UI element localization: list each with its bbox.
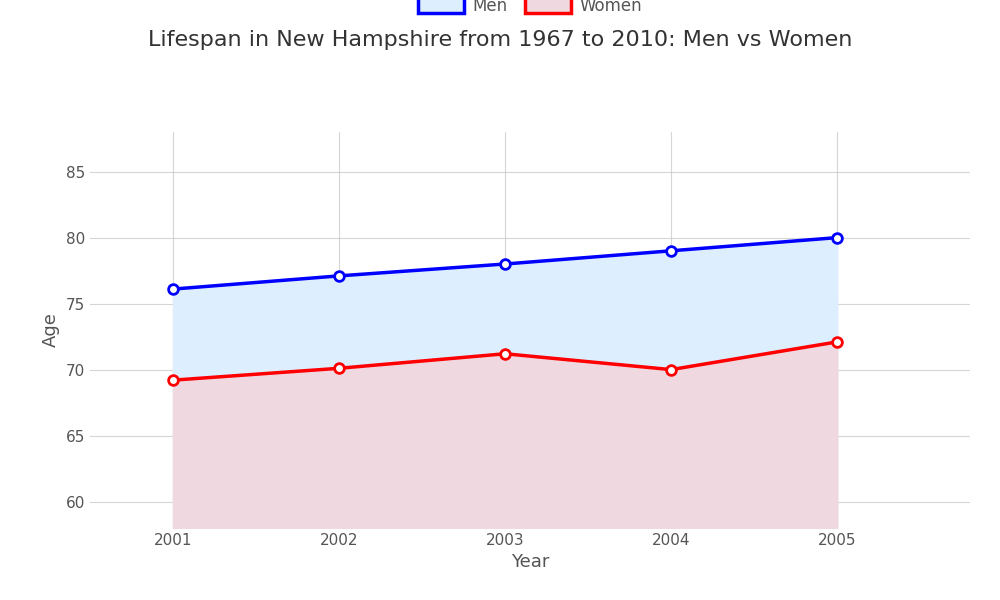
Text: Lifespan in New Hampshire from 1967 to 2010: Men vs Women: Lifespan in New Hampshire from 1967 to 2… (148, 30, 852, 50)
X-axis label: Year: Year (511, 553, 549, 571)
Legend: Men, Women: Men, Women (411, 0, 649, 21)
Y-axis label: Age: Age (42, 313, 60, 347)
